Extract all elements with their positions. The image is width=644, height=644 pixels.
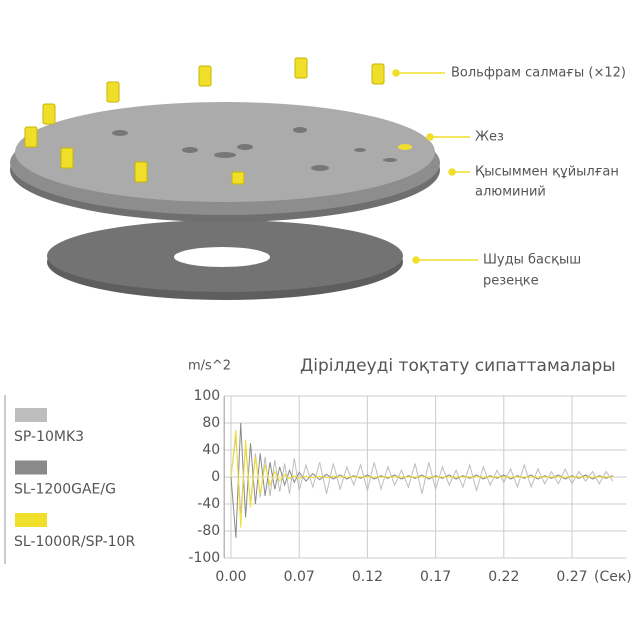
x-unit: (Сек) <box>594 569 632 585</box>
legend-swatch <box>15 513 47 527</box>
part-label: Вольфрам салмағы (×12) <box>451 66 626 81</box>
part-label: резеңке <box>483 274 539 289</box>
legend-label: SL-1200GAE/G <box>14 482 116 498</box>
mat-hole <box>174 247 270 267</box>
series-line <box>230 429 613 528</box>
weights <box>24 57 385 185</box>
holes <box>112 127 412 171</box>
x-tick-label: 0.17 <box>420 569 451 585</box>
chart-title: Дірілдеуді тоқтату сипаттамалары <box>300 356 616 376</box>
part-label: Жез <box>475 130 504 145</box>
legend-label: SL-1000R/SP-10R <box>14 534 135 550</box>
series-line <box>230 436 614 515</box>
y-tick-label: 0 <box>211 469 220 485</box>
legend-swatch <box>15 460 47 475</box>
x-tick-label: 0.12 <box>352 569 383 585</box>
y-unit: m/s^2 <box>188 359 231 374</box>
legend-swatch <box>15 408 47 422</box>
x-tick-label: 0.00 <box>215 569 246 585</box>
y-tick-label: 40 <box>202 442 220 458</box>
diagram: Вольфрам салмағы (×12) Жез Қысыммен құйылғ… <box>10 57 626 300</box>
y-tick-label: -100 <box>188 550 220 566</box>
leaders <box>392 69 478 264</box>
y-tick-label: -80 <box>197 523 220 539</box>
y-tick-label: -40 <box>197 496 220 512</box>
part-label: алюминий <box>475 185 546 200</box>
x-tick-label: 0.07 <box>284 569 315 585</box>
part-label: Қысыммен құйылған <box>475 165 619 180</box>
y-tick-label: 100 <box>193 388 220 404</box>
legend-label: SP-10MK3 <box>14 429 84 445</box>
chart: Дірілдеуді тоқтату сипаттамалары m/s^2 1… <box>4 356 632 585</box>
part-label: Шуды басқыш <box>483 253 581 268</box>
series-line <box>230 422 614 538</box>
x-tick-label: 0.22 <box>488 569 519 585</box>
y-tick-label: 80 <box>202 415 220 431</box>
x-tick-label: 0.27 <box>556 569 587 585</box>
